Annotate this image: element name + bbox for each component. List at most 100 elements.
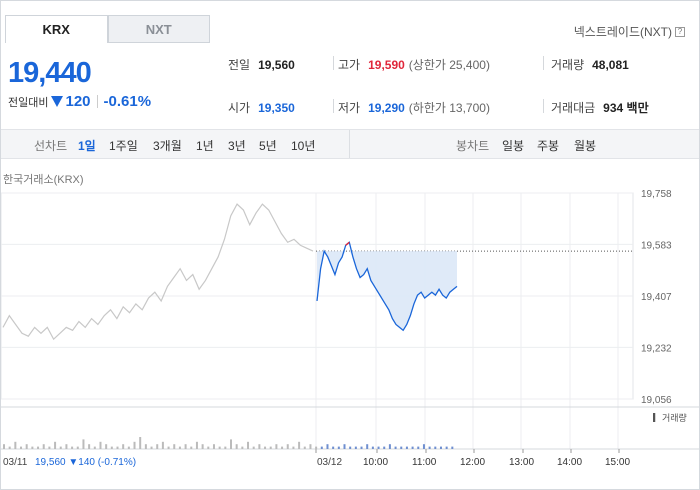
tab-krx[interactable]: KRX <box>5 15 108 43</box>
volume-bar <box>247 441 250 449</box>
y-tick-label: 19,232 <box>641 343 672 354</box>
x-tick-label: 03/11 <box>3 457 28 468</box>
volume-bar <box>411 446 414 449</box>
volume-bar <box>224 446 227 449</box>
volume-bar <box>451 446 454 449</box>
divider <box>96 95 98 108</box>
x-tick-label: 03/12 <box>317 457 342 468</box>
stat-value: 48,081 <box>592 57 629 72</box>
toolbar-divider <box>349 130 350 158</box>
volume-bar <box>42 444 45 449</box>
volume-bar <box>105 444 108 449</box>
volume-bar <box>394 446 397 449</box>
candle-weekly[interactable]: 주봉 <box>537 139 560 153</box>
volume-bar <box>82 439 85 449</box>
stat-open: 시가 19,350 <box>228 99 295 116</box>
volume-legend: ▎거래량 <box>653 412 687 423</box>
period-10y[interactable]: 10년 <box>291 139 316 153</box>
tab-nxt[interactable]: NXT <box>107 15 210 43</box>
price-chart[interactable]: 19,758 19,583 19,407 19,232 19,056 ▎거래량 03/11 0… <box>1 181 699 489</box>
volume-bar <box>366 444 369 449</box>
volume-bar <box>371 446 374 449</box>
volume-bar <box>93 446 96 449</box>
stat-value: 19,560 <box>258 57 295 72</box>
volume-bar <box>156 444 159 449</box>
volume-bar <box>315 446 318 449</box>
volume-bar <box>281 446 284 449</box>
candle-daily[interactable]: 일봉 <box>502 139 525 153</box>
down-triangle-icon <box>51 96 64 107</box>
volume-bar <box>127 446 130 449</box>
volume-bar <box>326 444 329 449</box>
volume-bar <box>417 446 420 449</box>
stat-volume: 거래량 48,081 <box>551 56 629 73</box>
market-label: 한국거래소(KRX) <box>3 174 84 186</box>
change-value: 120 <box>65 93 91 110</box>
volume-bar <box>25 444 28 449</box>
change-percent: -0.61% <box>103 93 152 110</box>
period-1d[interactable]: 1일 <box>78 139 96 153</box>
volume-bar <box>252 446 255 449</box>
period-3m[interactable]: 3개월 <box>153 139 182 153</box>
divider <box>543 56 544 70</box>
volume-bar <box>122 444 125 449</box>
x-tick-label: 10:00 <box>363 457 388 468</box>
volume-bar <box>286 444 289 449</box>
nxt-info-link[interactable]: 넥스트레이드(NXT) ? <box>574 23 685 40</box>
x-tick-label: 11:00 <box>412 457 437 468</box>
volume-bar <box>173 444 176 449</box>
volume-bar <box>65 444 68 449</box>
upper-limit: (상한가 25,400) <box>408 58 490 72</box>
volume-bar <box>54 441 57 449</box>
nxt-link-label: 넥스트레이드(NXT) <box>573 25 672 39</box>
y-tick-label: 19,056 <box>641 395 672 406</box>
volume-bar <box>337 446 340 449</box>
line-chart-label[interactable]: 선차트 <box>34 139 68 153</box>
volume-bar <box>133 441 136 449</box>
volume-bar <box>343 444 346 449</box>
volume-bar <box>14 441 17 449</box>
volume-bar <box>264 446 267 449</box>
stat-label: 거래대금 <box>551 101 596 115</box>
y-tick-label: 19,758 <box>641 189 672 200</box>
stat-low: 저가 19,290 (하한가 13,700) <box>338 99 490 116</box>
volume-bar <box>377 446 380 449</box>
volume-bar <box>207 446 210 449</box>
candle-monthly[interactable]: 월봉 <box>574 139 597 153</box>
stat-value: 19,590 <box>368 57 405 72</box>
volume-bar <box>241 446 244 449</box>
volume-bar <box>258 444 261 449</box>
stat-prev-close: 전일 19,560 <box>228 56 295 73</box>
volume-bar <box>167 446 170 449</box>
candle-chart-label[interactable]: 봉차트 <box>456 139 490 153</box>
period-1y[interactable]: 1년 <box>196 139 214 153</box>
volume-bar <box>422 444 425 449</box>
volume-bar <box>383 446 386 449</box>
volume-bar <box>428 446 431 449</box>
period-1w[interactable]: 1주일 <box>109 139 138 153</box>
volume-bar <box>320 446 323 449</box>
question-box-icon[interactable]: ? <box>675 26 685 37</box>
change-label: 전일대비 <box>8 96 49 109</box>
divider <box>543 99 544 113</box>
price-change: 전일대비 120 -0.61% <box>8 93 151 110</box>
period-5y[interactable]: 5년 <box>259 139 277 153</box>
lower-limit: (하한가 13,700) <box>408 101 490 115</box>
stat-label: 저가 <box>338 101 361 115</box>
y-tick-label: 19,583 <box>641 240 672 251</box>
stat-value: 19,350 <box>258 100 295 115</box>
current-price: 19,440 <box>8 57 92 89</box>
x-tick-label: 12:00 <box>460 457 485 468</box>
volume-bar <box>195 441 198 449</box>
volume-bar <box>178 446 181 449</box>
volume-bar <box>218 446 221 449</box>
volume-bar <box>303 446 306 449</box>
volume-bar <box>116 446 119 449</box>
volume-bar <box>139 437 142 449</box>
volume-bar <box>269 446 272 449</box>
volume-bar <box>150 446 153 449</box>
period-3y[interactable]: 3년 <box>228 139 246 153</box>
volume-bar <box>405 446 408 449</box>
series-line-prev-day <box>2 203 314 341</box>
